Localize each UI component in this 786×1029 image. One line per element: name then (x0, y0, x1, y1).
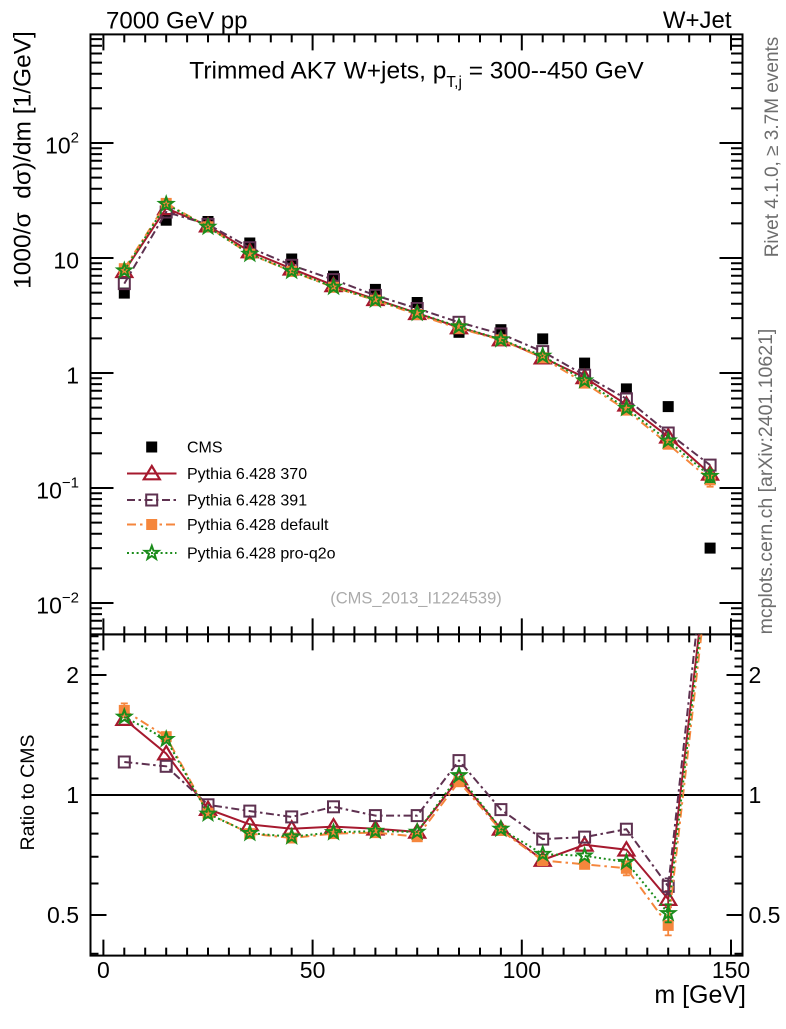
svg-text:(CMS_2013_I1224539): (CMS_2013_I1224539) (330, 590, 502, 608)
svg-text:10: 10 (53, 248, 79, 274)
svg-text:102: 102 (45, 130, 79, 159)
svg-text:150: 150 (712, 957, 750, 983)
svg-text:0.5: 0.5 (47, 902, 79, 928)
svg-text:2: 2 (66, 662, 79, 688)
svg-text:m [GeV]: m [GeV] (654, 981, 746, 1009)
svg-text:0: 0 (97, 957, 110, 983)
svg-text:1: 1 (66, 782, 79, 808)
svg-text:0.5: 0.5 (749, 902, 781, 928)
svg-text:Pythia 6.428 391: Pythia 6.428 391 (187, 493, 307, 510)
svg-text:1000/σ dσ)/dm [1/GeV]: 1000/σ dσ)/dm [1/GeV] (10, 31, 37, 289)
svg-text:50: 50 (300, 957, 326, 983)
svg-text:CMS: CMS (187, 440, 223, 457)
svg-text:Pythia 6.428 370: Pythia 6.428 370 (187, 466, 307, 483)
svg-text:1: 1 (66, 363, 79, 389)
svg-text:Rivet 4.1.0, ≥ 3.7M events: Rivet 4.1.0, ≥ 3.7M events (762, 37, 783, 258)
svg-text:1: 1 (749, 782, 762, 808)
svg-text:Pythia 6.428 pro-q2o: Pythia 6.428 pro-q2o (187, 546, 336, 563)
svg-text:10−2: 10−2 (36, 590, 79, 619)
svg-text:10−1: 10−1 (36, 475, 79, 504)
svg-text:100: 100 (503, 957, 541, 983)
svg-text:W+Jet: W+Jet (663, 7, 732, 34)
svg-text:Ratio to CMS: Ratio to CMS (17, 735, 39, 851)
svg-text:mcplots.cern.ch [arXiv:2401.10: mcplots.cern.ch [arXiv:2401.10621] (755, 329, 777, 635)
svg-text:Pythia 6.428 default: Pythia 6.428 default (187, 517, 329, 534)
svg-text:2: 2 (749, 662, 762, 688)
svg-text:7000 GeV pp: 7000 GeV pp (106, 8, 247, 35)
